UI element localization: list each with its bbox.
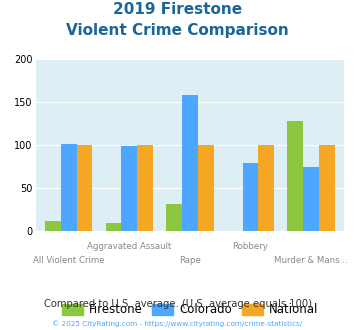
- Bar: [288, 121, 303, 231]
- Text: © 2025 CityRating.com - https://www.cityrating.com/crime-statistics/: © 2025 CityRating.com - https://www.city…: [53, 320, 302, 327]
- Bar: [77, 145, 92, 231]
- Bar: [61, 144, 77, 231]
- Text: Rape: Rape: [179, 256, 201, 265]
- Bar: [258, 145, 274, 231]
- Text: 2019 Firestone: 2019 Firestone: [113, 2, 242, 16]
- Bar: [198, 145, 214, 231]
- Text: Violent Crime Comparison: Violent Crime Comparison: [66, 23, 289, 38]
- Text: Robbery: Robbery: [233, 242, 268, 251]
- Text: All Violent Crime: All Violent Crime: [33, 256, 105, 265]
- Text: Aggravated Assault: Aggravated Assault: [87, 242, 171, 251]
- Text: Murder & Mans...: Murder & Mans...: [274, 256, 348, 265]
- Bar: [137, 145, 153, 231]
- Legend: Firestone, Colorado, National: Firestone, Colorado, National: [57, 299, 323, 321]
- Bar: [242, 163, 258, 231]
- Bar: [45, 221, 61, 231]
- Bar: [166, 204, 182, 231]
- Bar: [121, 146, 137, 231]
- Bar: [106, 223, 121, 231]
- Bar: [182, 95, 198, 231]
- Text: Compared to U.S. average. (U.S. average equals 100): Compared to U.S. average. (U.S. average …: [44, 299, 311, 309]
- Bar: [319, 145, 335, 231]
- Bar: [303, 167, 319, 231]
